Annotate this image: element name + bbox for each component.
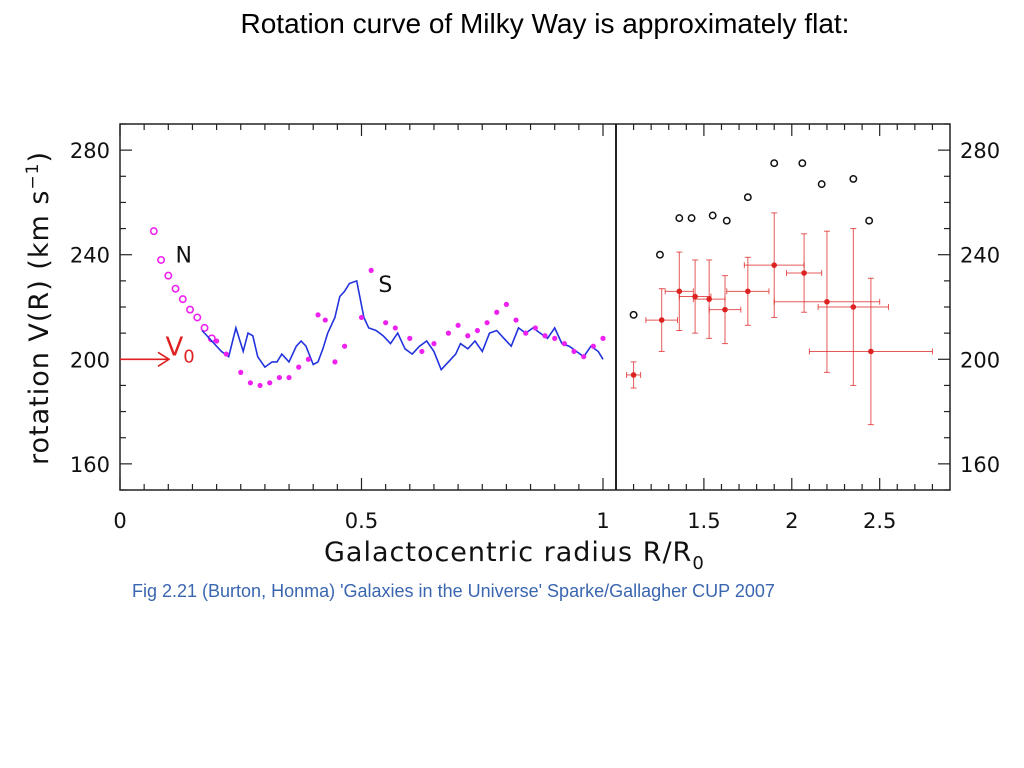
- s-point: [296, 364, 302, 370]
- open-point: [629, 310, 638, 319]
- x-axis-label: Galactocentric radius R/R0: [324, 537, 705, 574]
- red-point: [801, 270, 807, 276]
- s-point: [305, 356, 311, 362]
- s-point: [494, 309, 500, 315]
- red-point: [824, 298, 830, 305]
- s-point: [247, 380, 254, 386]
- s-point: [383, 320, 389, 326]
- n-point: [200, 323, 209, 332]
- open-point: [817, 180, 826, 189]
- y-tick-label-right: 160: [960, 453, 1000, 477]
- s-point: [455, 322, 461, 328]
- s-point: [368, 267, 374, 273]
- s-point: [571, 348, 577, 355]
- s-point: [238, 369, 244, 375]
- s-point: [503, 301, 509, 307]
- y-tick-label-right: 240: [960, 244, 1000, 268]
- y-tick-label-right: 280: [960, 139, 1000, 163]
- s-point: [445, 330, 452, 336]
- n-point: [186, 305, 195, 314]
- figure-caption: Fig 2.21 (Burton, Honma) 'Galaxies in th…: [132, 581, 775, 601]
- n-point: [164, 271, 173, 280]
- red-point: [658, 317, 665, 323]
- s-point: [392, 325, 398, 331]
- s-point: [419, 348, 425, 355]
- n-point: [157, 255, 166, 264]
- red-point: [850, 304, 857, 310]
- s-point: [267, 380, 273, 386]
- red-point: [868, 348, 874, 355]
- annotation-s: S: [378, 273, 392, 298]
- n-point: [193, 313, 202, 322]
- s-point: [407, 335, 413, 341]
- open-point: [655, 250, 664, 259]
- s-point: [276, 374, 282, 381]
- s-point: [532, 325, 538, 331]
- open-point: [675, 214, 684, 223]
- s-point: [465, 333, 471, 339]
- annotation-n: N: [176, 244, 192, 269]
- rotation-curve-line: [201, 279, 604, 372]
- red-point: [771, 262, 778, 268]
- open-point: [798, 159, 807, 168]
- y-tick-label-left: 160: [70, 453, 110, 477]
- x-tick-label-outer: 2.5: [863, 509, 896, 533]
- x-tick-label-inner: 1: [596, 509, 609, 533]
- slide-title: Rotation curve of Milky Way is approxima…: [240, 8, 850, 39]
- red-point: [676, 288, 683, 295]
- s-point: [484, 320, 490, 326]
- s-point: [332, 359, 338, 365]
- y-tick-label-left: 280: [70, 139, 110, 163]
- s-point: [223, 351, 229, 357]
- s-point: [341, 343, 348, 349]
- v0-arrow-head: [157, 351, 171, 367]
- red-point: [706, 296, 712, 302]
- red-point: [745, 288, 751, 295]
- s-point: [431, 341, 437, 347]
- s-point: [358, 314, 365, 321]
- red-point: [722, 306, 728, 313]
- s-point: [513, 317, 519, 323]
- s-point: [600, 335, 606, 341]
- red-point: [630, 372, 637, 378]
- open-point: [708, 211, 717, 220]
- inner-panel: 160 200 240 280 0 0.5 1 N S V0: [70, 123, 951, 533]
- open-point: [770, 159, 779, 168]
- n-point: [149, 227, 158, 236]
- open-point: [849, 174, 858, 183]
- y-tick-label-left: 200: [70, 348, 110, 372]
- s-point: [214, 338, 220, 344]
- s-point: [286, 374, 292, 381]
- x-tick-label-outer: 2: [785, 509, 798, 533]
- x-tick-label-inner: 0: [113, 509, 126, 533]
- s-point: [542, 333, 548, 339]
- x-tick-label-inner: 0.5: [345, 509, 378, 533]
- x-tick-label-outer: 1.5: [687, 509, 720, 533]
- s-point: [561, 341, 567, 347]
- y-tick-label-left: 240: [70, 244, 110, 268]
- open-point: [743, 193, 752, 202]
- open-point: [865, 216, 874, 225]
- y-tick-label-right: 200: [960, 348, 1000, 372]
- s-point: [590, 343, 596, 349]
- s-point: [322, 317, 328, 323]
- y-axis-label: rotation V(R) (km s−1): [23, 151, 55, 465]
- s-point: [552, 335, 558, 341]
- n-point: [178, 295, 187, 304]
- s-point: [523, 330, 529, 336]
- annotation-v0: V0: [165, 332, 194, 367]
- s-point: [581, 354, 587, 360]
- open-point: [722, 216, 731, 225]
- s-point: [474, 327, 481, 334]
- s-point: [315, 312, 321, 318]
- outer-panel: 160 200 240 280 1.5 2 2.5: [626, 123, 1000, 533]
- n-point: [171, 284, 180, 293]
- s-point: [257, 382, 263, 389]
- open-point: [687, 214, 696, 223]
